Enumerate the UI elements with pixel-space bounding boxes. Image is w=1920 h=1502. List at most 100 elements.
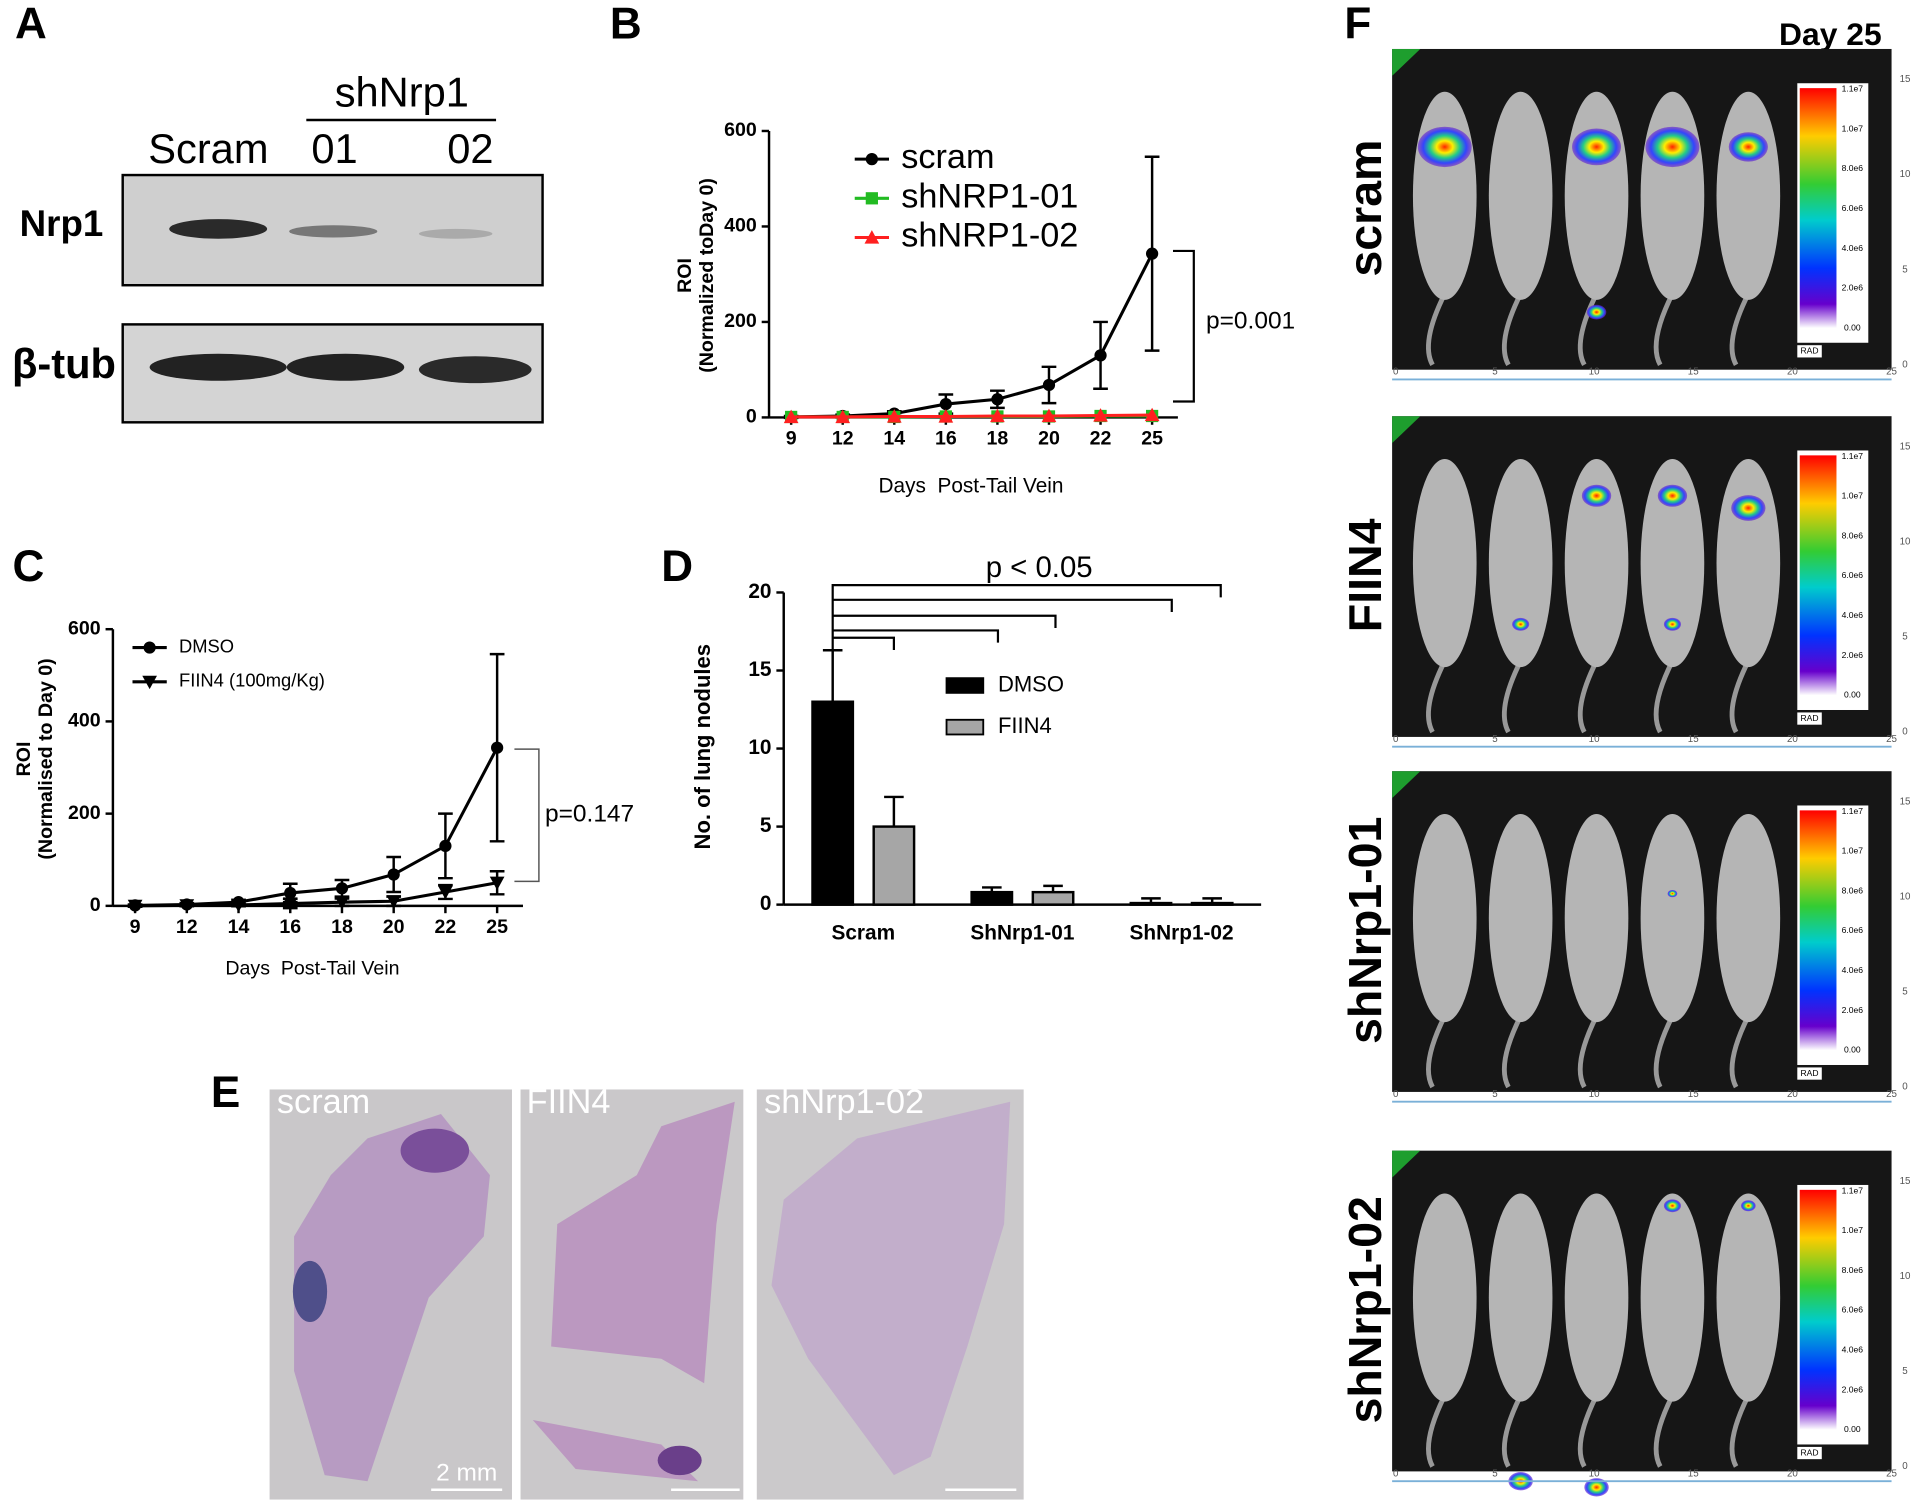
ruler-label: 10 [1589,1089,1600,1100]
ruler-label: 0 [1902,727,1908,738]
colorbar-unit: RAD [1801,713,1819,723]
signal [1417,126,1472,168]
legend-marker [143,641,156,654]
x-tick-label: ShNrp1-01 [970,922,1074,945]
tissue [771,1101,1011,1476]
marker [1144,407,1160,422]
ruler-label: 5 [1492,1468,1498,1479]
x-tick-label: 16 [935,428,957,450]
colorbar-unit: RAD [1801,1068,1819,1078]
ruler-label: 0 [1393,367,1399,378]
colorbar-label: 6.0e6 [1842,570,1864,580]
mouse-tail [1653,292,1675,366]
y-tick-label: 0 [760,892,772,915]
colorbar-label: 1.0e7 [1842,123,1864,133]
y-tick-label: 400 [724,215,757,237]
mouse-tail [1425,1014,1447,1089]
colorbar-label: 8.0e6 [1842,885,1864,895]
row-label: FIIN4 [1339,518,1391,632]
y-tick-label: 400 [68,710,101,732]
row-label: shNrp1-02 [1339,1196,1391,1423]
colorbar-label: 1.1e7 [1842,806,1864,816]
mouse-tail [1577,292,1599,366]
imaging-title: Day 25 [1779,16,1882,52]
legend-marker [864,230,880,244]
marker [489,876,505,891]
ruler-label: 15 [1900,796,1911,807]
colorbar-label: 1.0e7 [1842,846,1864,856]
mouse-tail [1729,1014,1751,1089]
band [289,225,378,238]
colorbar-label: 1.1e7 [1842,1185,1864,1195]
mouse [1564,814,1629,1023]
legend-label: scram [901,138,994,176]
mouse [1640,91,1705,300]
nodule [400,1128,470,1173]
x-tick-label: 12 [176,916,198,938]
x-tick-label: 16 [279,916,301,938]
mouse-tail [1653,1394,1675,1468]
ruler-label: 0 [1902,1082,1908,1093]
legend-marker [865,153,878,166]
mouse-tail [1729,1394,1751,1468]
ruler-label: 15 [1900,441,1911,452]
bar [970,890,1014,906]
signal [1645,126,1700,168]
legend-label: DMSO [179,635,234,656]
marker [886,409,902,423]
signal [1663,617,1682,631]
marker [335,882,349,895]
y-tick-label: 20 [748,580,771,603]
x-tick-label: 14 [883,428,905,450]
mouse-tail [1653,1014,1675,1089]
y-tick-label: 5 [760,814,772,837]
colorbar [1799,1189,1837,1430]
marker [938,409,954,423]
unit-box [1797,1067,1822,1080]
error-bar [884,795,904,827]
ruler-label: 5 [1492,367,1498,378]
legend-swatch [945,718,985,736]
colorbar-label: 1.0e7 [1842,491,1864,501]
x-tick-label: 9 [786,428,797,450]
annotation: p < 0.05 [986,551,1093,584]
ruler-label: 20 [1787,367,1798,378]
unit-box [1797,712,1822,725]
row-label: shNrp1-01 [1339,817,1391,1044]
blot-row: β-tub [12,340,116,387]
bar [811,700,855,906]
ruler-label: 0 [1902,359,1908,370]
y-axis-label: (Normalized toDay 0) [696,178,718,373]
legend-label: FIIN4 [998,713,1052,738]
colorbar-label: 0.00 [1844,1424,1861,1434]
ruler-label: 10 [1900,536,1911,547]
scale-label: 2 mm [436,1459,497,1486]
y-tick-label: 0 [746,406,757,428]
colorbar-label: 4.0e6 [1842,965,1864,975]
marker [991,393,1004,406]
ruler-label: 10 [1900,1271,1911,1282]
bar [1031,890,1075,906]
corner-mark [1392,416,1421,444]
legend-label: DMSO [998,671,1064,696]
nodule [292,1260,328,1323]
y-tick-label: 200 [68,802,101,824]
x-tick-label: 22 [435,916,457,938]
marker [835,409,851,424]
bar [872,825,916,906]
marker [127,899,143,914]
signal [1512,617,1530,631]
x-tick-label: 22 [1090,428,1112,450]
y-tick-label: 15 [748,658,771,681]
x-tick-label: 18 [331,916,353,938]
mouse [1488,459,1553,668]
y-axis-label: ROI [674,258,696,293]
y-tick-label: 0 [90,894,101,916]
histology-label: FIIN4 [527,1083,611,1121]
y-tick-label: 600 [68,617,101,639]
legend-label: shNRP1-01 [901,177,1078,215]
mouse-tail [1653,659,1675,734]
mouse [1640,459,1705,668]
ruler-label: 25 [1886,1089,1897,1100]
